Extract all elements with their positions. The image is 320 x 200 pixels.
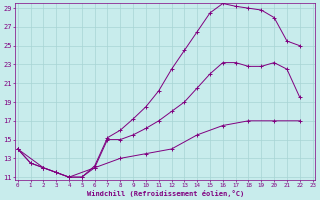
X-axis label: Windchill (Refroidissement éolien,°C): Windchill (Refroidissement éolien,°C) [86, 190, 244, 197]
